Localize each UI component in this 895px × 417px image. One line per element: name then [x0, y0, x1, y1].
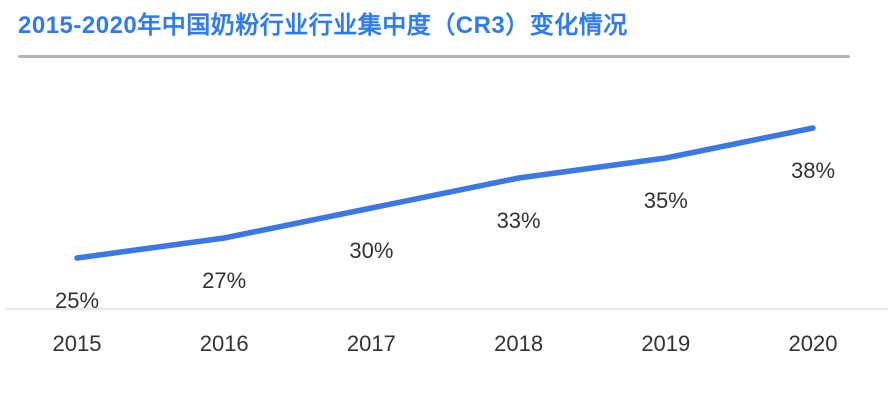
title-divider [18, 55, 850, 58]
x-axis-label: 2018 [494, 331, 543, 356]
data-label: 33% [497, 208, 541, 233]
trend-line [74, 125, 816, 261]
x-axis-label: 2020 [789, 331, 838, 356]
x-axis-label: 2017 [347, 331, 396, 356]
line-chart: 25% 27% 30% 33% 35% 38% 2015 2016 2017 2018 2019 20… [5, 125, 888, 356]
x-axis-label: 2016 [200, 331, 249, 356]
x-axis-label: 2019 [641, 331, 690, 356]
data-label: 27% [202, 268, 246, 293]
chart-title: 2015-2020年中国奶粉行业行业集中度（CR3）变化情况 [18, 12, 628, 39]
data-label: 25% [55, 288, 99, 313]
x-axis-label: 2015 [53, 331, 102, 356]
data-label: 35% [644, 188, 688, 213]
data-label: 30% [349, 238, 393, 263]
data-label: 38% [791, 158, 835, 183]
